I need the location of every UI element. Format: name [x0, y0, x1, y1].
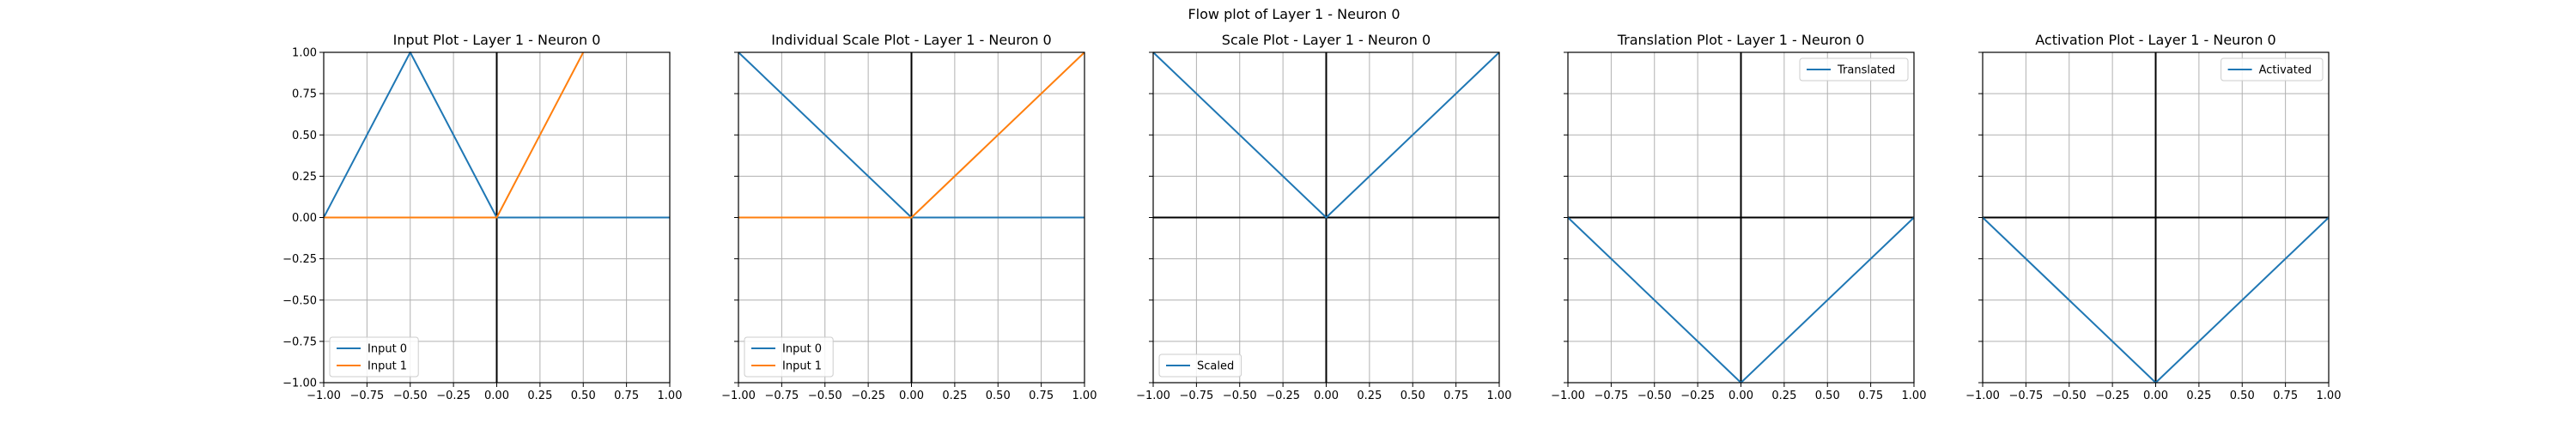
x-tick-label: 1.00 [2317, 390, 2342, 402]
x-tick-label: 0.50 [1400, 390, 1425, 402]
x-tick-label: −1.00 [721, 390, 756, 402]
legend-label: Input 1 [368, 360, 407, 373]
x-tick-label: −0.50 [1223, 390, 1257, 402]
y-tick-label: −1.00 [283, 378, 317, 390]
subplot-3: Scale Plot - Layer 1 - Neuron 0 −1.00 −0.7… [1136, 32, 1511, 402]
x-tick-label: −0.75 [349, 390, 384, 402]
x-tick-label: −0.50 [2052, 390, 2087, 402]
legend-label: Scaled [1197, 360, 1234, 373]
x-tick-label: −0.25 [1680, 390, 1715, 402]
subplot-title: Individual Scale Plot - Layer 1 - Neuron… [771, 32, 1051, 48]
legend: Input 0 Input 1 [744, 336, 834, 378]
y-tick-label: −0.25 [283, 253, 317, 266]
subplot-title: Scale Plot - Layer 1 - Neuron 0 [1222, 32, 1431, 48]
x-tick-label: −0.50 [393, 390, 428, 402]
x-tick-label: −0.25 [436, 390, 471, 402]
y-tick-label: 0.00 [292, 212, 317, 225]
x-tick-label: 0.50 [571, 390, 596, 402]
legend-box [1158, 353, 1242, 378]
x-tick-label: 0.25 [527, 390, 552, 402]
subplot-4: Translation Plot - Layer 1 - Neuron 0 −1.… [1551, 32, 1926, 402]
x-tick-label: −0.75 [1594, 390, 1628, 402]
x-tick-label: 0.50 [986, 390, 1011, 402]
x-tick-label: 0.00 [1314, 390, 1339, 402]
x-tick-label: 0.50 [2230, 390, 2255, 402]
subplot-5: Activation Plot - Layer 1 - Neuron 0 −1.0… [1965, 32, 2341, 402]
legend-box [2221, 57, 2324, 82]
legend: Input 0 Input 1 [329, 336, 419, 378]
subplot-panels: Input Plot - Layer 1 - Neuron 0 −1.00 −0.7… [283, 32, 2341, 402]
legend-label: Input 1 [782, 360, 822, 373]
subplot-2: Individual Scale Plot - Layer 1 - Neuron… [721, 32, 1097, 402]
x-tick-label: 0.25 [2186, 390, 2211, 402]
x-tick-label: 1.00 [658, 390, 683, 402]
x-tick-label: 0.75 [1858, 390, 1883, 402]
subplot-title: Input Plot - Layer 1 - Neuron 0 [393, 32, 601, 48]
legend-box [329, 336, 419, 378]
y-tick-label: 0.50 [292, 130, 317, 142]
x-tick-label: −0.25 [2095, 390, 2129, 402]
y-tick-label: 0.75 [292, 88, 317, 101]
series-line-2 [738, 51, 1085, 219]
legend-label: Input 0 [368, 343, 407, 356]
legend-box [744, 336, 834, 378]
figure-suptitle: Flow plot of Layer 1 - Neuron 0 [1188, 6, 1400, 22]
x-tick-label: 0.00 [1728, 390, 1753, 402]
legend: Scaled [1158, 353, 1242, 378]
x-tick-label: 0.75 [2273, 390, 2298, 402]
x-tick-label: 0.75 [1443, 390, 1468, 402]
x-tick-label: −0.75 [2008, 390, 2043, 402]
x-tick-label: −1.00 [1965, 390, 2000, 402]
subplot-1: Input Plot - Layer 1 - Neuron 0 −1.00 −0.7… [283, 32, 682, 402]
x-tick-label: 0.00 [899, 390, 924, 402]
x-tick-label: −0.50 [1637, 390, 1672, 402]
x-tick-label: −1.00 [1551, 390, 1585, 402]
x-tick-label: 0.00 [484, 390, 509, 402]
x-tick-label: −0.50 [808, 390, 842, 402]
x-tick-label: 0.75 [1029, 390, 1054, 402]
x-tick-label: −0.25 [1266, 390, 1300, 402]
x-tick-label: 0.25 [1771, 390, 1796, 402]
x-tick-label: 0.25 [1357, 390, 1382, 402]
subplot-title: Translation Plot - Layer 1 - Neuron 0 [1617, 32, 1865, 48]
x-tick-label: −0.75 [764, 390, 799, 402]
x-tick-label: 1.00 [1072, 390, 1097, 402]
y-tick-label: −0.75 [283, 335, 317, 348]
y-tick-label: 1.00 [292, 47, 317, 60]
y-tick-label: 0.25 [292, 171, 317, 184]
x-tick-label: 0.00 [2143, 390, 2168, 402]
legend-label: Input 0 [782, 343, 822, 356]
x-tick-label: −1.00 [1136, 390, 1170, 402]
x-tick-label: 0.50 [1815, 390, 1840, 402]
x-tick-label: 0.25 [942, 390, 967, 402]
subplot-title: Activation Plot - Layer 1 - Neuron 0 [2035, 32, 2275, 48]
series-line-1 [1152, 51, 1500, 219]
legend-box [1799, 57, 1909, 82]
x-tick-label: −1.00 [307, 390, 341, 402]
legend: Translated [1799, 57, 1909, 82]
x-tick-label: 1.00 [1902, 390, 1927, 402]
x-tick-label: −0.75 [1179, 390, 1213, 402]
legend-label: Translated [1837, 64, 1895, 77]
series-line-2 [324, 51, 585, 219]
y-tick-label: −0.50 [283, 294, 317, 307]
legend-label: Activated [2259, 64, 2312, 77]
legend: Activated [2221, 57, 2324, 82]
x-tick-label: 1.00 [1487, 390, 1512, 402]
x-tick-label: 0.75 [614, 390, 639, 402]
series-line-1 [323, 51, 670, 219]
x-tick-label: −0.25 [851, 390, 885, 402]
